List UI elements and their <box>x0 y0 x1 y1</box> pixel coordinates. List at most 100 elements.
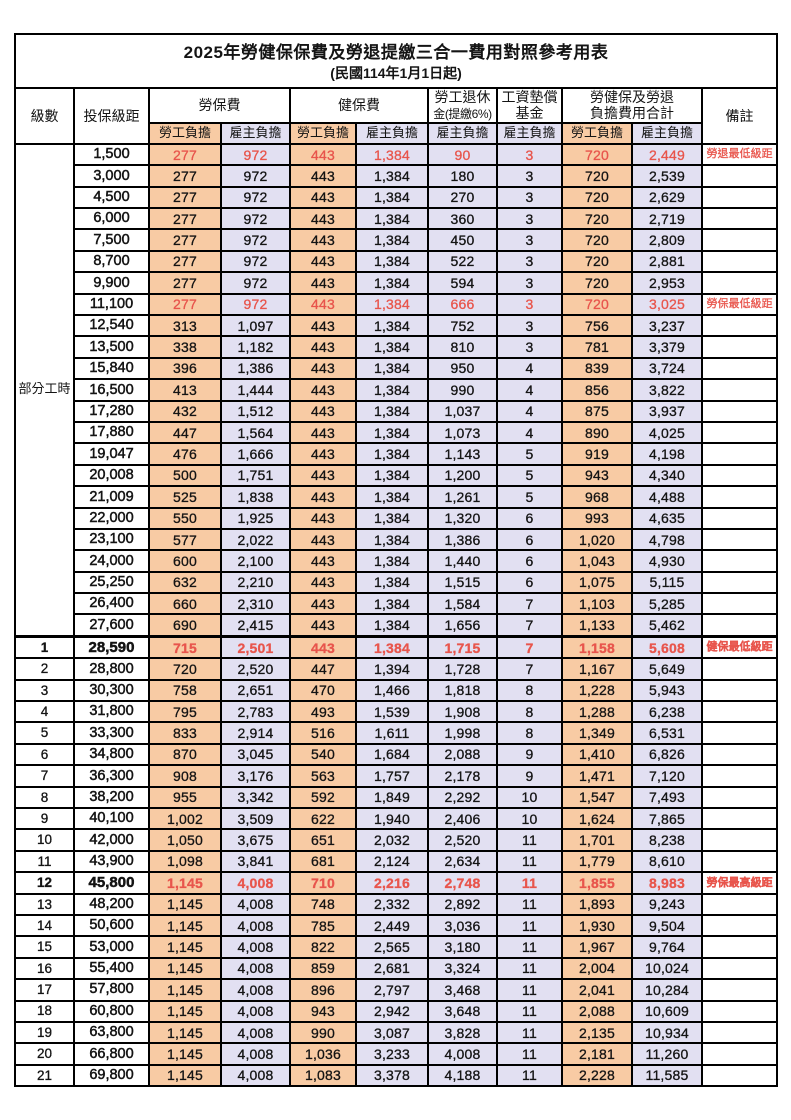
cell-health-employer: 1,384 <box>355 207 429 231</box>
cell-wage-fund-employer: 11 <box>496 1042 563 1066</box>
cell-labor-employee: 313 <box>148 313 222 338</box>
cell-level: 18 <box>14 999 75 1023</box>
cell-bracket: 7,500 <box>73 228 150 252</box>
table-row: 17,280 432 1,512 443 1,384 1,037 4 875 3,937 <box>15 399 779 423</box>
cell-bracket: 40,100 <box>73 806 150 831</box>
cell-health-employee: 1,036 <box>289 1042 357 1066</box>
cell-health-employee: 443 <box>289 378 357 402</box>
cell-level: 5 <box>14 721 75 745</box>
cell-labor-employee: 795 <box>148 700 222 724</box>
cell-pension-employer: 2,892 <box>427 892 498 916</box>
cell-labor-employee: 338 <box>148 335 222 359</box>
table-row: 14 50,600 1,145 4,008 785 2,449 3,036 11 1,930 9,… <box>14 913 779 938</box>
cell-health-employer: 1,384 <box>355 228 429 252</box>
cell-bracket: 50,600 <box>73 913 150 938</box>
cell-pension-employer: 666 <box>427 292 498 317</box>
cell-labor-employee: 500 <box>148 463 222 488</box>
cell-wage-fund-employer: 3 <box>496 164 563 188</box>
cell-pension-employer: 180 <box>427 164 498 188</box>
cell-pension-employer: 1,037 <box>427 399 498 423</box>
cell-level: 13 <box>14 892 75 916</box>
header-row-shares: 勞工負擔 雇主負擔 勞工負擔 雇主負擔 雇主負擔 雇主負擔 勞工負擔 雇主負擔 <box>15 121 777 145</box>
cell-level: 17 <box>14 978 75 1002</box>
cell-health-employer: 1,384 <box>355 463 429 488</box>
cell-health-employer: 1,384 <box>355 570 429 595</box>
cell-pension-employer: 1,656 <box>427 613 498 638</box>
cell-remark <box>700 999 779 1023</box>
cell-total-employer: 5,608 <box>631 634 703 660</box>
cell-remark <box>700 806 779 831</box>
cell-wage-fund-employer: 3 <box>496 313 563 338</box>
cell-remark <box>700 785 779 810</box>
cell-wage-fund-employer: 11 <box>496 935 563 959</box>
cell-health-employee: 443 <box>289 549 357 573</box>
cell-labor-employer: 4,008 <box>220 1063 291 1088</box>
cell-total-employee: 720 <box>561 292 633 317</box>
table-row: 26,400 660 2,310 443 1,384 1,584 7 1,103 5,285 <box>15 592 779 616</box>
cell-total-employee: 919 <box>561 442 633 466</box>
cell-labor-employee: 525 <box>148 485 222 509</box>
header-wage-fund: 工資墊償 基金 <box>496 87 563 124</box>
cell-total-employee: 781 <box>561 335 633 359</box>
cell-pension-employer: 810 <box>427 335 498 359</box>
cell-health-employer: 1,384 <box>355 313 429 338</box>
cell-labor-employer: 972 <box>220 292 291 317</box>
cell-labor-employer: 972 <box>220 164 291 188</box>
cell-bracket: 20,008 <box>73 463 150 488</box>
cell-remark <box>700 613 779 638</box>
cell-bracket: 8,700 <box>73 249 150 274</box>
cell-health-employee: 443 <box>289 292 357 317</box>
table-row: 5 33,300 833 2,914 516 1,611 1,998 8 1,349 6,531 <box>14 721 779 745</box>
table-row: 21 69,800 1,145 4,008 1,083 3,378 4,188 11 2,228… <box>14 1063 779 1088</box>
cell-labor-employer: 972 <box>220 271 291 295</box>
cell-remark <box>700 592 779 616</box>
premium-reference-table: 2025年勞健保保費及勞退提繳三合一費用對照參考用表 (民國114年1月1日起)… <box>13 33 779 1088</box>
cell-wage-fund-employer: 11 <box>496 1063 563 1088</box>
cell-bracket: 38,200 <box>73 785 150 810</box>
cell-health-employer: 1,757 <box>355 764 429 788</box>
cell-health-employee: 443 <box>289 592 357 616</box>
cell-health-employer: 2,565 <box>355 935 429 959</box>
cell-total-employee: 1,133 <box>561 613 633 638</box>
cell-health-employer: 1,384 <box>355 378 429 402</box>
cell-wage-fund-employer: 3 <box>496 142 563 167</box>
cell-labor-employer: 2,415 <box>220 613 291 638</box>
cell-total-employer: 3,822 <box>631 378 703 402</box>
cell-total-employee: 1,349 <box>561 721 633 745</box>
cell-wage-fund-employer: 6 <box>496 570 563 595</box>
table-row: 8 38,200 955 3,342 592 1,849 2,292 10 1,547 7,493 <box>14 785 779 810</box>
cell-wage-fund-employer: 3 <box>496 271 563 295</box>
cell-labor-employer: 3,675 <box>220 828 291 852</box>
cell-remark: 勞退最低級距 <box>700 142 779 167</box>
cell-labor-employee: 1,098 <box>148 849 222 874</box>
table-row: 7 36,300 908 3,176 563 1,757 2,178 9 1,471 7,120 <box>14 764 779 788</box>
cell-remark <box>700 463 779 488</box>
cell-labor-employee: 715 <box>148 634 222 660</box>
cell-labor-employer: 2,100 <box>220 549 291 573</box>
cell-remark <box>700 527 779 552</box>
cell-labor-employer: 972 <box>220 228 291 252</box>
header-remark: 備註 <box>700 87 779 145</box>
cell-total-employer: 5,115 <box>631 570 703 595</box>
cell-health-employee: 443 <box>289 506 357 530</box>
header-total-line2: 負擔費用合計 <box>590 105 674 122</box>
cell-labor-employer: 4,008 <box>220 913 291 938</box>
cell-wage-fund-employer: 3 <box>496 249 563 274</box>
cell-remark <box>700 913 779 938</box>
table-row: 4,500 277 972 443 1,384 270 3 720 2,629 <box>15 185 779 210</box>
cell-total-employee: 720 <box>561 185 633 210</box>
cell-labor-employee: 1,002 <box>148 806 222 831</box>
cell-wage-fund-employer: 8 <box>496 700 563 724</box>
cell-bracket: 55,400 <box>73 956 150 981</box>
table-row: 19,047 476 1,666 443 1,384 1,143 5 919 4,198 <box>15 442 779 466</box>
cell-total-employee: 1,547 <box>561 785 633 810</box>
cell-health-employer: 2,449 <box>355 913 429 938</box>
cell-labor-employer: 1,444 <box>220 378 291 402</box>
header-pension-line2: 金(提繳6%) <box>433 107 492 122</box>
cell-total-employee: 720 <box>561 249 633 274</box>
cell-wage-fund-employer: 7 <box>496 657 563 681</box>
cell-total-employee: 1,893 <box>561 892 633 916</box>
cell-level: 8 <box>14 785 75 810</box>
cell-labor-employee: 1,145 <box>148 913 222 938</box>
cell-health-employee: 443 <box>289 527 357 552</box>
